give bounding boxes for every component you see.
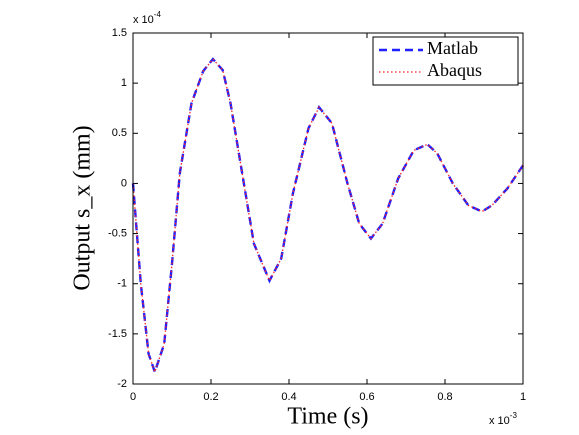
y-tick-label: -0.5 <box>108 227 127 239</box>
y-tick-label: -2 <box>117 378 127 390</box>
x-tick-label: 0 <box>130 391 136 403</box>
line <box>132 58 524 374</box>
legend-label: Abaqus <box>427 60 482 80</box>
plot-area <box>133 33 523 384</box>
x-tick-label: 0.6 <box>359 391 374 403</box>
x-tick-label: 0.4 <box>281 391 296 403</box>
y-multiplier-exp: -4 <box>154 10 162 19</box>
y-tick-label: -1 <box>117 278 127 290</box>
y-tick-label: -1.5 <box>108 328 127 340</box>
x-tick-label: 0.2 <box>203 391 218 403</box>
x-tick-label: 0.8 <box>437 391 452 403</box>
x-axis-label: Time (s) <box>287 404 368 430</box>
x-tick-label: 1 <box>520 391 526 403</box>
x-multiplier: x 10-3 <box>489 411 517 427</box>
legend-label: Matlab <box>427 38 478 58</box>
y-tick-label: 0 <box>121 177 127 189</box>
y-tick-label: 0.5 <box>112 127 127 139</box>
axes-box <box>132 32 524 385</box>
y-tick-label: 1 <box>121 77 127 89</box>
x-multiplier-exp: -3 <box>510 411 518 420</box>
x-multiplier-base: x 10 <box>489 415 510 427</box>
y-tick-label: 1.5 <box>112 27 127 39</box>
legend-box <box>372 36 519 86</box>
y-axis-label: Output s_x (mm) <box>70 125 96 290</box>
y-multiplier-base: x 10 <box>133 14 154 26</box>
y-multiplier: x 10-4 <box>133 10 161 26</box>
